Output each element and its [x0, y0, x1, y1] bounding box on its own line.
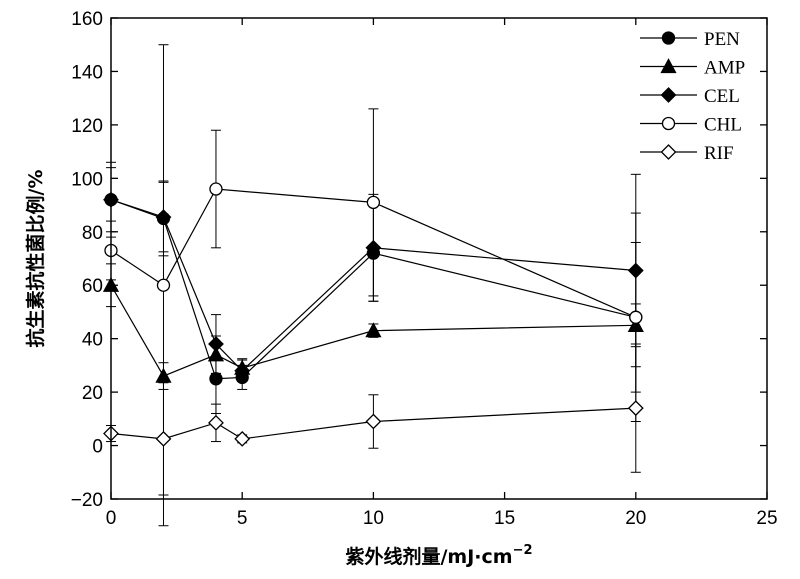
data-point-amp [365, 322, 382, 338]
legend-marker [661, 116, 676, 131]
y-tick-label: 80 [82, 223, 103, 244]
y-tick-label: 60 [82, 276, 103, 297]
plot-frame [110, 17, 768, 500]
x-tick-label: 20 [625, 508, 646, 529]
y-tick-label: 160 [71, 9, 103, 30]
data-point-cel [208, 336, 224, 352]
legend-label: RIF [704, 143, 734, 164]
legend-marker [660, 144, 677, 160]
data-point-rif [234, 430, 251, 447]
data-point-rif [155, 430, 172, 447]
legend-label: PEN [704, 29, 740, 50]
legend-entry-pen: PEN [640, 29, 740, 50]
data-point-chl [156, 278, 171, 292]
x-axis-title-superscript: −2 [513, 543, 533, 558]
legend-entry-chl: CHL [640, 115, 742, 136]
y-tick-label: 20 [82, 383, 103, 404]
series-line-amp [110, 284, 636, 377]
y-tick-label: 100 [71, 169, 103, 190]
data-point-rif [627, 400, 644, 417]
y-axis-title: 抗生素抗性菌比例/% [24, 170, 47, 348]
legend-entry-amp: AMP [640, 58, 745, 79]
data-point-cel [627, 262, 644, 279]
x-axis-title: 紫外线剂量/mJ·cm−2 [345, 543, 532, 568]
data-point-chl [366, 195, 381, 210]
data-points [102, 182, 644, 447]
data-point-chl [629, 310, 643, 324]
legend-label: AMP [704, 58, 745, 79]
x-tick-label: 0 [106, 508, 117, 529]
data-point-rif [365, 413, 382, 430]
y-tick-label: 40 [82, 330, 103, 351]
x-tick-label: 5 [237, 508, 248, 529]
y-tick-label: −20 [71, 490, 103, 511]
y-tick-label: 120 [71, 116, 103, 137]
y-tick-label: 0 [92, 437, 103, 458]
x-tick-label: 25 [756, 508, 777, 529]
data-point-cel [365, 239, 382, 256]
data-point-amp [627, 316, 644, 332]
series-line-pen [110, 199, 636, 380]
x-tick-label: 15 [494, 508, 515, 529]
legend-entry-cel: CEL [640, 86, 740, 107]
data-point-rif [208, 414, 224, 431]
data-point-cel [155, 209, 172, 225]
data-point-cel [234, 362, 251, 379]
legend-marker [660, 58, 677, 74]
legend-marker [661, 31, 676, 45]
y-tick-label: 140 [71, 62, 103, 83]
series-line-cel [110, 199, 636, 372]
data-point-chl [209, 182, 223, 196]
legend: PEN AMP CEL CHL RIF [640, 29, 745, 164]
legend-label: CHL [704, 115, 742, 136]
data-point-pen [209, 372, 223, 386]
data-point-amp [155, 367, 172, 383]
legend-label: CEL [704, 86, 740, 107]
x-axis-title-main: 紫外线剂量/mJ·cm [345, 545, 512, 568]
legend-entry-rif: RIF [640, 143, 734, 164]
series-line-rif [110, 407, 636, 440]
x-tick-label: 10 [363, 508, 384, 529]
error-bars [106, 44, 641, 527]
data-point-amp [207, 346, 225, 362]
legend-marker [660, 87, 677, 103]
